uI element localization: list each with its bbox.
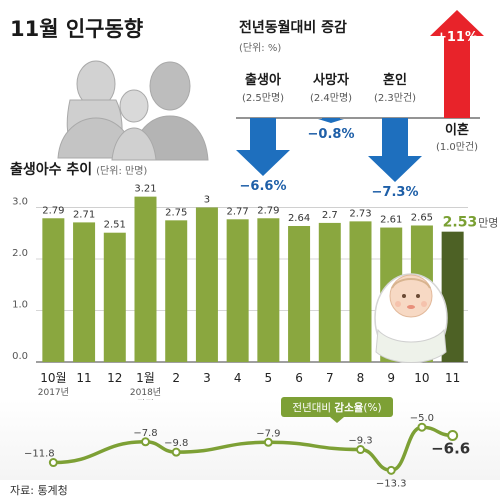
bar-value-label: 2.61 bbox=[380, 215, 402, 226]
x-tick-label: 9 bbox=[387, 371, 395, 385]
x-tick-label: 4 bbox=[234, 371, 242, 385]
line-value-label: −7.8 bbox=[133, 428, 157, 439]
yoy-marriages-base: (2.3만건) bbox=[374, 92, 416, 104]
yoy-title: 전년동월대비 증감 bbox=[239, 19, 347, 36]
x-tick-sublabel: 2018년 bbox=[130, 387, 161, 398]
line-value-label: −13.3 bbox=[376, 478, 407, 489]
line-value-label: −6.6 bbox=[431, 440, 470, 458]
line-chart-background bbox=[0, 400, 500, 480]
line-value-label: −11.8 bbox=[24, 449, 55, 460]
bar-chart-unit: (단위: 만명) bbox=[96, 164, 147, 177]
y-tick-label: 2.0 bbox=[12, 248, 28, 259]
bar-value-label: 2.51 bbox=[104, 220, 126, 231]
bar bbox=[226, 219, 249, 362]
page-title: 11월 인구동향 bbox=[10, 17, 143, 41]
yoy-divorces-label: 이혼 bbox=[445, 122, 469, 138]
x-tick-label: 10월 bbox=[40, 371, 66, 385]
bar-chart-title: 출생아수 추이 (단위: 만명) bbox=[10, 161, 147, 178]
x-tick-label: 11 bbox=[445, 371, 460, 385]
bar-value-label: 2.64 bbox=[288, 213, 310, 224]
line-value-label: −5.0 bbox=[410, 413, 434, 424]
yoy-deaths-base: (2.4만명) bbox=[310, 92, 352, 104]
bar bbox=[318, 222, 341, 362]
divorces-up-arrow-icon bbox=[430, 10, 484, 118]
bar-value-label: 2.79 bbox=[257, 205, 279, 216]
yoy-divorces-change: +11% bbox=[436, 30, 478, 45]
x-tick-label: 5 bbox=[265, 371, 273, 385]
bar-chart-value-labels: 2.79 2.71 2.51 3.21 2.75 3 2.77 2.79 2.64 2.7 2.73… bbox=[42, 184, 498, 231]
bar-value-label: 2.77 bbox=[227, 206, 249, 217]
yoy-marriages-label: 혼인 bbox=[383, 72, 407, 88]
bar-value-label: 2.53만명 bbox=[443, 215, 499, 231]
source-note: 자료: 통계청 bbox=[10, 484, 68, 497]
bar-value-label: 2.79 bbox=[42, 205, 64, 216]
line-point bbox=[141, 437, 150, 447]
marriages-down-arrow-icon bbox=[368, 118, 422, 182]
x-tick-label: 6 bbox=[295, 371, 303, 385]
line-value-label: −7.9 bbox=[256, 428, 280, 439]
bar bbox=[165, 220, 188, 362]
bar-chart-y-axis: 0.0 1.0 2.0 3.0 bbox=[12, 196, 28, 362]
line-point bbox=[48, 458, 58, 468]
deaths-down-arrow-icon bbox=[318, 118, 344, 123]
line-point bbox=[417, 422, 427, 432]
line-point bbox=[356, 445, 365, 455]
line-point bbox=[447, 430, 459, 442]
bar-value-label: 2.7 bbox=[322, 210, 338, 221]
line-value-label: −9.8 bbox=[164, 438, 188, 449]
y-tick-label: 1.0 bbox=[12, 299, 28, 310]
bar-value-label: 2.71 bbox=[73, 209, 95, 220]
births-down-arrow-icon bbox=[236, 118, 290, 176]
baby-illustration bbox=[374, 273, 448, 363]
yoy-divorces-base: (1.0만건) bbox=[436, 141, 478, 153]
yoy-births-change: −6.6% bbox=[240, 179, 287, 194]
x-tick-label: 12 bbox=[107, 371, 122, 385]
yoy-deaths-label: 사망자 bbox=[313, 72, 349, 88]
yoy-marriages-change: −7.3% bbox=[372, 185, 419, 200]
bar-value-label: 3.21 bbox=[134, 184, 156, 195]
bar bbox=[441, 231, 464, 362]
line-chart-legend: 전년대비 감소율(%) bbox=[281, 397, 393, 423]
x-tick-label: 7 bbox=[326, 371, 334, 385]
x-tick-label: 2 bbox=[172, 371, 180, 385]
yoy-births-base: (2.5만명) bbox=[242, 92, 284, 104]
x-tick-label: 11 bbox=[76, 371, 91, 385]
bar-value-label: 2.73 bbox=[349, 208, 371, 219]
x-tick-label: 1월 bbox=[136, 371, 155, 385]
line-point bbox=[263, 437, 273, 447]
line-value-label: −9.3 bbox=[348, 436, 372, 447]
bar bbox=[195, 207, 218, 362]
bar bbox=[288, 226, 311, 362]
y-tick-label: 0.0 bbox=[12, 351, 28, 362]
line-chart: −11.8 −7.8 −9.8 −7.9 −9.3 −13.3 −5.0 −6.6 bbox=[24, 413, 470, 489]
x-tick-sublabel: 2017년 bbox=[38, 387, 69, 398]
bar-chart-bars bbox=[42, 196, 464, 362]
yoy-births-label: 출생아 bbox=[245, 72, 281, 88]
line-point bbox=[171, 447, 181, 457]
y-tick-label: 3.0 bbox=[12, 196, 28, 207]
svg-text:전년대비 감소율(%): 전년대비 감소율(%) bbox=[292, 402, 381, 414]
x-tick-label: 8 bbox=[357, 371, 365, 385]
line-point bbox=[386, 465, 396, 475]
bar bbox=[73, 222, 96, 362]
bar bbox=[42, 218, 65, 362]
family-illustration bbox=[57, 60, 209, 161]
bar bbox=[103, 232, 126, 362]
x-tick-label: 3 bbox=[203, 371, 211, 385]
bar-value-label: 2.75 bbox=[165, 207, 187, 218]
bar bbox=[257, 218, 280, 362]
yoy-deaths-change: −0.8% bbox=[308, 127, 355, 142]
yoy-unit: (단위: %) bbox=[239, 41, 281, 54]
bar bbox=[349, 221, 372, 362]
x-tick-label: 10 bbox=[414, 371, 429, 385]
bar-value-label: 2.65 bbox=[411, 212, 433, 223]
bar bbox=[134, 196, 157, 362]
bar-value-label: 3 bbox=[204, 194, 210, 205]
